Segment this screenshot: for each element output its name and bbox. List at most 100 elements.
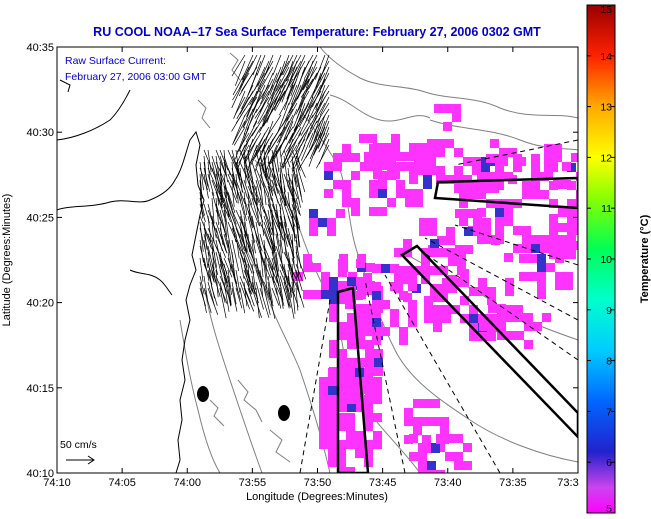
current-vector bbox=[227, 239, 233, 271]
sst-pixel bbox=[390, 282, 399, 291]
sst-pixel bbox=[319, 386, 328, 395]
sst-pixel bbox=[321, 290, 330, 299]
current-vector bbox=[300, 132, 314, 161]
sst-pixel bbox=[515, 313, 524, 322]
current-vector bbox=[244, 132, 262, 160]
sst-pixel bbox=[337, 458, 346, 467]
current-vector bbox=[211, 161, 217, 180]
sst-pixel bbox=[382, 161, 391, 170]
sst-pixel bbox=[312, 290, 321, 299]
sst-pixel bbox=[558, 235, 567, 244]
sst-pixel bbox=[440, 426, 449, 435]
current-vector bbox=[263, 227, 274, 254]
sst-pixel bbox=[408, 282, 417, 291]
current-vector bbox=[307, 90, 322, 113]
sst-pixel bbox=[473, 227, 482, 236]
current-vector bbox=[314, 84, 330, 109]
current-vector bbox=[223, 203, 229, 236]
sst-pixel bbox=[468, 190, 477, 199]
sst-pixel bbox=[378, 180, 387, 189]
sst-pixel bbox=[364, 422, 373, 431]
current-vector bbox=[259, 167, 265, 187]
sst-pixel bbox=[327, 227, 336, 236]
current-vector bbox=[235, 96, 254, 124]
sst-pixel bbox=[413, 426, 422, 435]
sst-pixel bbox=[439, 248, 448, 257]
current-vector bbox=[252, 84, 266, 113]
sst-pixel bbox=[338, 331, 347, 340]
sst-pixel bbox=[345, 300, 354, 309]
sst-pixel bbox=[531, 181, 540, 190]
current-vector bbox=[243, 96, 258, 118]
sst-pixel bbox=[452, 113, 461, 122]
sst-pixel bbox=[540, 190, 549, 199]
sst-pixel bbox=[338, 268, 347, 277]
sst-pixel bbox=[356, 340, 365, 349]
current-vector bbox=[259, 60, 274, 85]
current-vector bbox=[318, 72, 330, 93]
y-tick-label: 40:25 bbox=[26, 212, 54, 224]
current-vector bbox=[215, 197, 219, 225]
sst-pixel bbox=[455, 209, 464, 218]
sst-pixel bbox=[333, 180, 342, 189]
sst-pixel bbox=[540, 235, 549, 244]
sst-pixel bbox=[356, 304, 365, 313]
current-vector bbox=[263, 251, 275, 276]
current-vector bbox=[232, 72, 250, 101]
current-vector bbox=[296, 90, 306, 113]
sst-pixel bbox=[363, 273, 372, 282]
sst-pixel bbox=[403, 275, 412, 284]
current-vector bbox=[227, 197, 237, 225]
current-vector bbox=[271, 203, 282, 228]
current-vector bbox=[219, 281, 226, 303]
current-vector bbox=[223, 275, 232, 307]
sst-pixel bbox=[355, 449, 364, 458]
sst-pixel bbox=[419, 218, 428, 227]
current-vector bbox=[251, 185, 260, 204]
sst-pixel bbox=[576, 217, 578, 226]
current-vector bbox=[260, 78, 274, 105]
current-vector bbox=[301, 54, 314, 74]
sst-pixel bbox=[531, 244, 540, 253]
sst-pixel bbox=[553, 153, 562, 162]
sst-pixel bbox=[373, 170, 382, 179]
sst-pixel bbox=[528, 272, 537, 281]
sst-pixel bbox=[436, 139, 445, 148]
current-vector bbox=[235, 233, 240, 259]
sst-pixel bbox=[338, 259, 347, 268]
current-vector bbox=[211, 287, 218, 306]
sst-pixel bbox=[405, 189, 414, 198]
sst-pixel bbox=[324, 189, 333, 198]
current-vector bbox=[281, 108, 294, 127]
current-vector bbox=[271, 197, 277, 219]
sst-pixel bbox=[468, 181, 477, 190]
sst-pixel bbox=[404, 435, 413, 444]
radar-site-marker bbox=[278, 405, 290, 421]
sst-pixel bbox=[446, 236, 455, 245]
current-vector bbox=[256, 84, 270, 105]
current-vector bbox=[287, 263, 295, 285]
current-vector bbox=[267, 72, 278, 96]
sst-pixel bbox=[567, 241, 576, 250]
current-vector bbox=[231, 227, 244, 254]
sst-pixel bbox=[472, 166, 481, 175]
sst-pixel bbox=[419, 227, 428, 236]
sst-pixel bbox=[457, 257, 466, 266]
sst-pixel bbox=[555, 281, 564, 290]
current-vector bbox=[283, 275, 290, 301]
current-vector bbox=[241, 114, 254, 145]
current-vector bbox=[239, 257, 245, 279]
current-vector bbox=[247, 203, 254, 223]
sst-pixel bbox=[404, 417, 413, 426]
current-vector bbox=[291, 281, 296, 314]
current-vector bbox=[317, 60, 330, 82]
current-vector bbox=[219, 197, 232, 223]
scale-vector-label: 50 cm/s bbox=[60, 439, 97, 451]
sst-pixel bbox=[373, 143, 382, 152]
current-vector bbox=[295, 161, 306, 193]
current-vector bbox=[207, 215, 212, 243]
sst-pixel bbox=[495, 208, 504, 217]
sst-pixel bbox=[528, 254, 537, 263]
sst-pixel bbox=[454, 461, 463, 470]
sst-pixel bbox=[346, 431, 355, 440]
